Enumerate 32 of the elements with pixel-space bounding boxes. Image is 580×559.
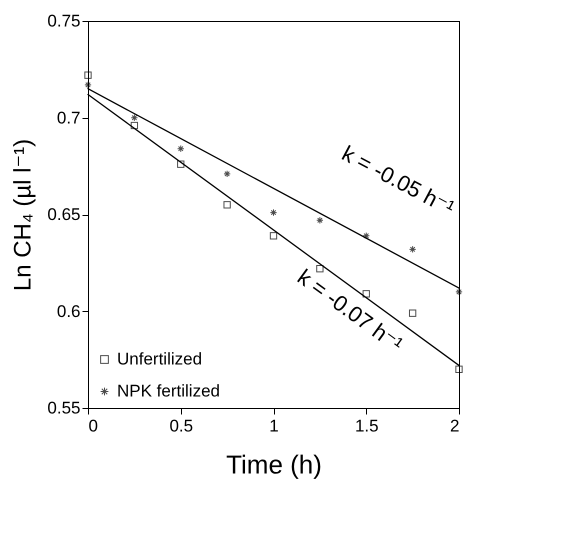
x-tick-label: 1 (269, 416, 279, 436)
point (177, 160, 184, 168)
x-tick-label: 0 (88, 416, 98, 436)
y-tick-label: 0.55 (47, 398, 80, 418)
y-tick-label: 0.6 (56, 302, 80, 321)
point (84, 81, 92, 89)
x-tick-label: 0.5 (169, 416, 194, 436)
point (316, 216, 324, 224)
point (270, 232, 278, 240)
y-tick-label: 0.75 (47, 12, 80, 30)
point (270, 208, 278, 216)
annotation: k = -0.05 h⁻¹ (338, 140, 459, 221)
point (130, 114, 138, 122)
point (455, 366, 463, 373)
point (177, 145, 184, 152)
point (362, 232, 370, 240)
x-axis-title: Time (h) (226, 450, 322, 480)
x-tick-label: 1.5 (354, 416, 379, 436)
point (316, 265, 324, 272)
annotation: k = -0.07 h⁻¹ (292, 264, 408, 358)
legend-label: NPK fertilized (117, 382, 220, 400)
legend-label: Unfertilized (117, 350, 202, 368)
point (408, 310, 416, 317)
point (130, 122, 138, 130)
point (223, 201, 231, 208)
y-tick-label: 0.65 (47, 205, 80, 224)
point (408, 246, 416, 253)
y-axis-title: Ln CH₄ (µl l⁻¹) (9, 138, 36, 292)
x-tick-label: 2 (450, 416, 460, 436)
y-tick-label: 0.7 (56, 108, 80, 128)
point (223, 170, 231, 178)
point (84, 72, 92, 79)
